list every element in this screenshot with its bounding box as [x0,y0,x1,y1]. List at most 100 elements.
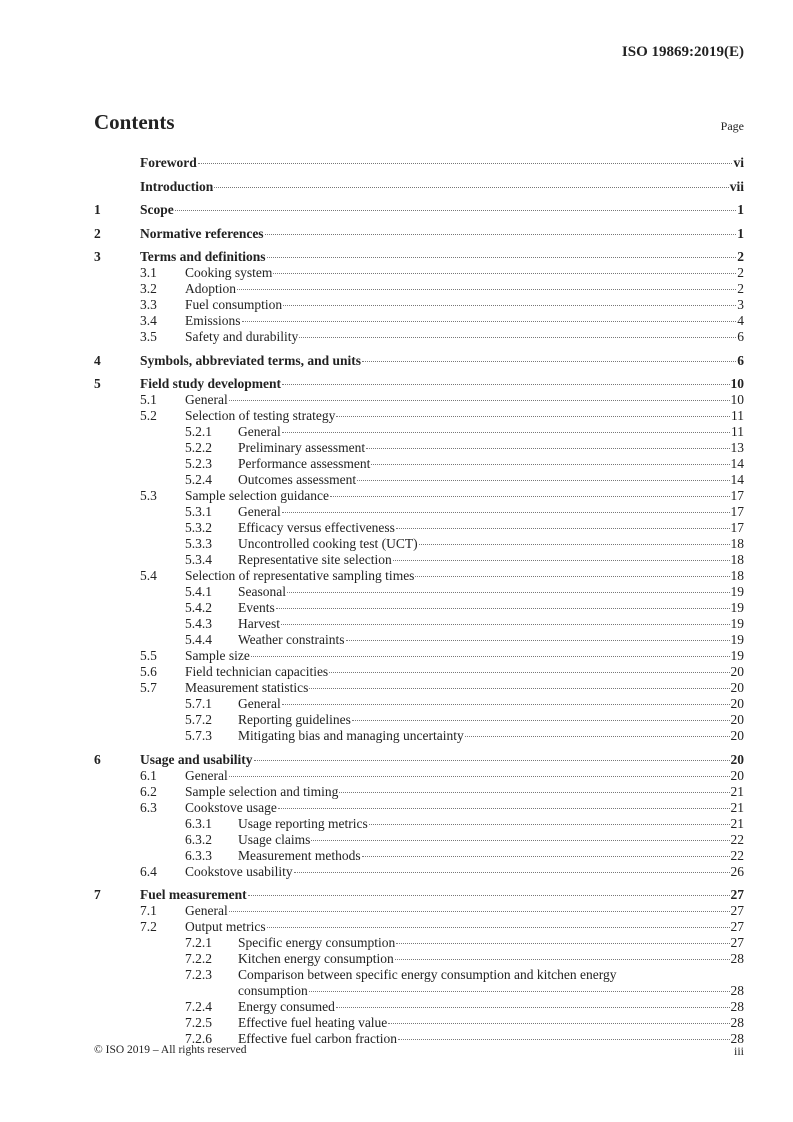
toc-entry[interactable]: 5.4.1 Seasonal 19 [94,584,744,600]
page-ref[interactable]: 11 [731,408,744,423]
page-ref[interactable]: 27 [730,919,745,934]
toc-entry[interactable]: 5.4 Selection of representative sampling … [94,568,744,584]
page-ref[interactable]: 27 [730,903,745,918]
toc-entry-continuation[interactable]: consumption 28 [94,983,744,999]
page-ref[interactable]: 20 [730,767,745,783]
toc-entry[interactable]: 5.2.1 General 11 [94,424,744,440]
toc-entry[interactable]: 1 Scope 1 [94,202,744,218]
page-ref[interactable]: 19 [730,600,745,615]
toc-entry[interactable]: 6.1 General 20 [94,768,744,784]
page-ref[interactable]: vii [729,178,744,194]
toc-entry[interactable]: 2 Normative references 1 [94,226,744,242]
page-ref[interactable]: 26 [730,863,745,879]
page-ref[interactable]: 14 [730,456,745,471]
toc-entry[interactable]: 5.7.2 Reporting guidelines 20 [94,712,744,728]
page-ref[interactable]: 21 [730,783,745,799]
page-ref[interactable]: 10 [730,376,745,391]
toc-entry[interactable]: 5.7 Measurement statistics 20 [94,680,744,696]
page-ref[interactable]: 2 [737,281,744,296]
page-ref[interactable]: 20 [730,751,745,767]
page-ref[interactable]: vi [733,155,744,170]
page-ref[interactable]: 21 [730,799,745,815]
toc-entry[interactable]: 5.4.2 Events 19 [94,600,744,616]
toc-entry[interactable]: Introduction vii [94,179,744,195]
page-ref[interactable]: 22 [730,847,745,863]
toc-entry[interactable]: 5.2.3 Performance assessment 14 [94,456,744,472]
page-ref[interactable]: 14 [730,472,745,487]
page-ref[interactable]: 20 [730,680,745,695]
toc-entry[interactable]: 3.2 Adoption 2 [94,281,744,297]
toc-entry[interactable]: 7.2.2 Kitchen energy consumption 28 [94,951,744,967]
page-ref[interactable]: 28 [730,1015,745,1030]
page-ref[interactable]: 28 [730,983,745,998]
page-ref[interactable]: 18 [730,552,745,567]
page-ref[interactable]: 17 [730,504,745,519]
page-ref[interactable]: 17 [730,520,745,535]
page-ref[interactable]: 11 [731,424,744,439]
toc-entry[interactable]: Foreword vi [94,155,744,171]
toc-entry[interactable]: 6 Usage and usability 20 [94,752,744,768]
toc-entry[interactable]: 5.7.1 General 20 [94,696,744,712]
toc-entry[interactable]: 5.6 Field technician capacities 20 [94,664,744,680]
page-ref[interactable]: 28 [730,999,745,1014]
page-ref[interactable]: 4 [737,313,744,328]
page-ref[interactable]: 28 [730,1031,745,1046]
page-ref[interactable]: 2 [737,265,744,280]
toc-entry[interactable]: 7.2.3 Comparison between specific energy … [94,967,744,983]
toc-entry[interactable]: 5.3.2 Efficacy versus effectiveness 17 [94,520,744,536]
toc-entry[interactable]: 3.1 Cooking system 2 [94,265,744,281]
toc-entry[interactable]: 5.3 Sample selection guidance 17 [94,488,744,504]
page-ref[interactable]: 1 [737,202,744,217]
page-ref[interactable]: 20 [730,728,745,743]
page-ref[interactable]: 18 [730,536,745,551]
page-ref[interactable]: 27 [730,935,745,950]
toc-entry[interactable]: 6.3 Cookstove usage 21 [94,800,744,816]
page-ref[interactable]: 20 [730,696,745,711]
toc-entry[interactable]: 7 Fuel measurement 27 [94,887,744,903]
toc-entry[interactable]: 7.2 Output metrics 27 [94,919,744,935]
page-ref[interactable]: 19 [730,648,745,663]
toc-entry[interactable]: 5.4.3 Harvest 19 [94,616,744,632]
toc-entry[interactable]: 5.2.2 Preliminary assessment 13 [94,440,744,456]
toc-entry[interactable]: 5.2.4 Outcomes assessment 14 [94,472,744,488]
toc-entry[interactable]: 4 Symbols, abbreviated terms, and units 6 [94,353,744,369]
toc-entry[interactable]: 5 Field study development 10 [94,376,744,392]
toc-entry[interactable]: 5.3.4 Representative site selection 18 [94,552,744,568]
toc-entry[interactable]: 5.5 Sample size 19 [94,648,744,664]
page-ref[interactable]: 6 [737,352,744,368]
toc-entry[interactable]: 7.2.4 Energy consumed 28 [94,999,744,1015]
page-ref[interactable]: 20 [730,664,745,679]
page-ref[interactable]: 21 [730,815,745,831]
page-ref[interactable]: 6 [737,329,744,344]
toc-entry[interactable]: 5.3.3 Uncontrolled cooking test (UCT) 18 [94,536,744,552]
page-ref[interactable]: 1 [737,225,744,241]
toc-entry[interactable]: 3.5 Safety and durability 6 [94,329,744,345]
page-ref[interactable]: 19 [730,632,745,647]
toc-entry[interactable]: 6.3.3 Measurement methods 22 [94,848,744,864]
page-ref[interactable]: 3 [737,297,744,312]
page-ref[interactable]: 28 [730,951,745,966]
toc-entry[interactable]: 5.2 Selection of testing strategy 11 [94,408,744,424]
toc-entry[interactable]: 3.4 Emissions 4 [94,313,744,329]
toc-entry[interactable]: 7.2.1 Specific energy consumption 27 [94,935,744,951]
page-ref[interactable]: 2 [737,249,744,264]
page-ref[interactable]: 17 [730,488,745,503]
toc-entry[interactable]: 3 Terms and definitions 2 [94,249,744,265]
page-ref[interactable]: 19 [730,616,745,631]
page-ref[interactable]: 18 [730,568,745,583]
toc-entry[interactable]: 5.1 General 10 [94,392,744,408]
toc-entry[interactable]: 5.4.4 Weather constraints 19 [94,632,744,648]
toc-entry[interactable]: 7.1 General 27 [94,903,744,919]
page-ref[interactable]: 13 [730,440,745,455]
toc-entry[interactable]: 6.3.1 Usage reporting metrics 21 [94,816,744,832]
page-ref[interactable]: 20 [730,712,745,727]
page-ref[interactable]: 22 [730,831,745,847]
toc-entry[interactable]: 6.2 Sample selection and timing 21 [94,784,744,800]
toc-entry[interactable]: 6.3.2 Usage claims 22 [94,832,744,848]
toc-entry[interactable]: 5.7.3 Mitigating bias and managing uncert… [94,728,744,744]
page-ref[interactable]: 10 [730,392,745,407]
toc-entry[interactable]: 5.3.1 General 17 [94,504,744,520]
toc-entry[interactable]: 7.2.5 Effective fuel heating value 28 [94,1015,744,1031]
toc-entry[interactable]: 6.4 Cookstove usability 26 [94,864,744,880]
toc-entry[interactable]: 3.3 Fuel consumption 3 [94,297,744,313]
